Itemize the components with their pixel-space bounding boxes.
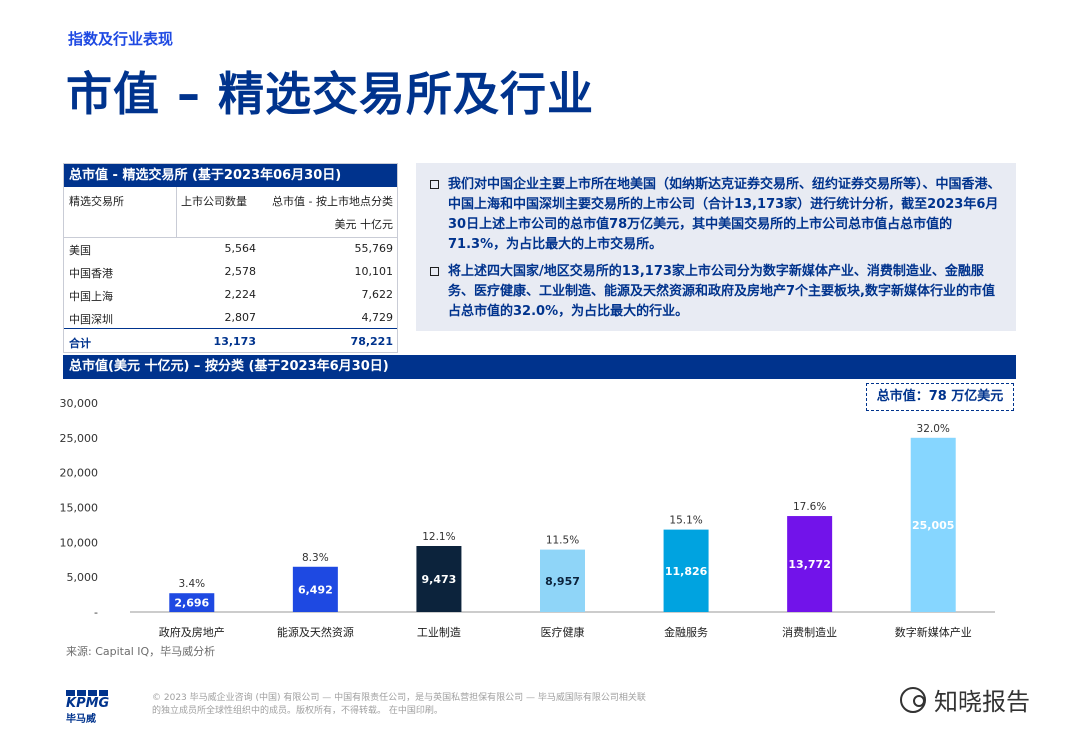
percent-label: 3.4% — [178, 578, 205, 590]
row-count: 2,224 — [224, 288, 257, 301]
notes-box: 我们对中国企业主要上市所在地美国（如纳斯达克证券交易所、纽约证券交易所等）、中国… — [416, 163, 1016, 331]
note-item: 将上述四大国家/地区交易所的13,173家上市公司分为数字新媒体产业、消费制造业… — [428, 262, 1002, 322]
value-label: 6,492 — [298, 583, 333, 596]
row-count: 2,578 — [224, 265, 257, 278]
row-name: 中国上海 — [69, 290, 113, 303]
row-value: 10,101 — [354, 265, 394, 278]
watermark: 知晓报告 — [900, 682, 1030, 717]
bar — [169, 593, 215, 612]
row-name: 中国深圳 — [69, 313, 113, 326]
unit-label: 美元 十亿元 — [334, 218, 394, 231]
percent-label: 17.6% — [793, 501, 826, 513]
table-total-row: 合计 13,173 78,221 — [64, 328, 397, 352]
row-name: 中国香港 — [69, 267, 113, 280]
row-value: 4,729 — [361, 311, 394, 324]
table-row: 中国深圳 2,807 4,729 — [64, 305, 397, 328]
category-label: 政府及房地产 — [159, 625, 225, 639]
table-title: 总市值 - 精选交易所 (基于2023年06月30日) — [64, 164, 397, 187]
copyright-line: 的独立成员所全球性组织中的成员。版权所有，不得转载。 在中国印刷。 — [152, 706, 443, 716]
logo-text: KPMG — [66, 696, 110, 711]
bar — [416, 546, 462, 612]
value-label: 2,696 — [174, 597, 209, 610]
section-label: 指数及行业表现 — [68, 30, 174, 48]
value-label: 13,772 — [788, 558, 830, 571]
wechat-icon — [900, 686, 926, 713]
chart-title: 总市值(美元 十亿元) – 按分类 (基于2023年6月30日) — [63, 355, 1016, 379]
row-value: 7,622 — [361, 288, 394, 301]
category-label: 数字新媒体产业 — [895, 625, 972, 639]
percent-label: 11.5% — [546, 535, 579, 547]
y-tick-label: - — [94, 606, 98, 619]
copyright-line: © 2023 毕马威企业咨询 (中国) 有限公司 — 中国有限责任公司，是与英国… — [152, 693, 646, 703]
percent-label: 32.0% — [917, 423, 950, 435]
total-name: 合计 — [69, 337, 91, 350]
logo-cn: 毕马威 — [66, 714, 96, 725]
row-count: 2,807 — [224, 311, 257, 324]
checkbox-bullet-icon — [430, 180, 439, 189]
copyright: © 2023 毕马威企业咨询 (中国) 有限公司 — 中国有限责任公司，是与英国… — [152, 692, 712, 718]
percent-label: 15.1% — [669, 515, 702, 527]
value-label: 25,005 — [912, 519, 954, 532]
page-title: 市值 – 精选交易所及行业 — [66, 67, 595, 121]
value-label: 11,826 — [665, 565, 708, 578]
bar — [787, 516, 833, 612]
y-tick-label: 25,000 — [60, 432, 98, 445]
note-text: 我们对中国企业主要上市所在地美国（如纳斯达克证券交易所、纽约证券交易所等）、中国… — [448, 177, 1001, 252]
kpmg-logo: KPMG 毕马威 — [66, 690, 109, 725]
percent-label: 8.3% — [302, 552, 329, 564]
exchange-table: 总市值 - 精选交易所 (基于2023年06月30日) 精选交易所 上市公司数量… — [63, 163, 398, 353]
table-header-row: 精选交易所 上市公司数量 总市值 - 按上市地点分类 — [64, 187, 397, 210]
table-row: 中国香港 2,578 10,101 — [64, 259, 397, 282]
col-value-header: 总市值 - 按上市地点分类 — [272, 195, 393, 208]
total-badge: 总市值：78 万亿美元 — [866, 383, 1014, 411]
value-label: 8,957 — [545, 575, 580, 588]
table-unit-row: 美元 十亿元 — [64, 210, 397, 232]
watermark-text: 知晓报告 — [934, 688, 1030, 716]
y-tick-label: 30,000 — [60, 397, 98, 410]
category-label: 医疗健康 — [541, 625, 585, 639]
total-count: 13,173 — [213, 335, 256, 348]
col-count-header: 上市公司数量 — [181, 195, 247, 208]
y-tick-label: 5,000 — [67, 571, 99, 584]
row-value: 55,769 — [354, 242, 394, 255]
source-note: 来源: Capital IQ，毕马威分析 — [66, 645, 216, 658]
note-text: 将上述四大国家/地区交易所的13,173家上市公司分为数字新媒体产业、消费制造业… — [448, 264, 995, 319]
category-label: 金融服务 — [664, 625, 708, 639]
bar — [663, 529, 709, 612]
note-item: 我们对中国企业主要上市所在地美国（如纳斯达克证券交易所、纽约证券交易所等）、中国… — [428, 175, 1002, 255]
percent-label: 12.1% — [422, 531, 455, 543]
checkbox-bullet-icon — [430, 267, 439, 276]
row-count: 5,564 — [224, 242, 257, 255]
category-label: 工业制造 — [417, 625, 461, 639]
row-name: 美国 — [69, 244, 91, 257]
bar — [540, 549, 585, 612]
category-label: 消费制造业 — [782, 625, 837, 639]
bar-chart: - 5,000 10,000 15,000 20,000 25,000 30,000 3.4%… — [60, 397, 995, 639]
y-tick-label: 20,000 — [60, 467, 98, 480]
bar — [910, 437, 956, 612]
value-label: 9,473 — [422, 573, 457, 586]
col-exchange-header: 精选交易所 — [69, 195, 124, 208]
table-row: 美国 5,564 55,769 — [64, 236, 397, 259]
total-value: 78,221 — [350, 335, 393, 348]
table-row: 中国上海 2,224 7,622 — [64, 282, 397, 305]
y-tick-label: 15,000 — [60, 502, 98, 515]
bar — [292, 566, 338, 612]
y-tick-label: 10,000 — [60, 536, 98, 549]
category-label: 能源及天然资源 — [277, 625, 354, 639]
